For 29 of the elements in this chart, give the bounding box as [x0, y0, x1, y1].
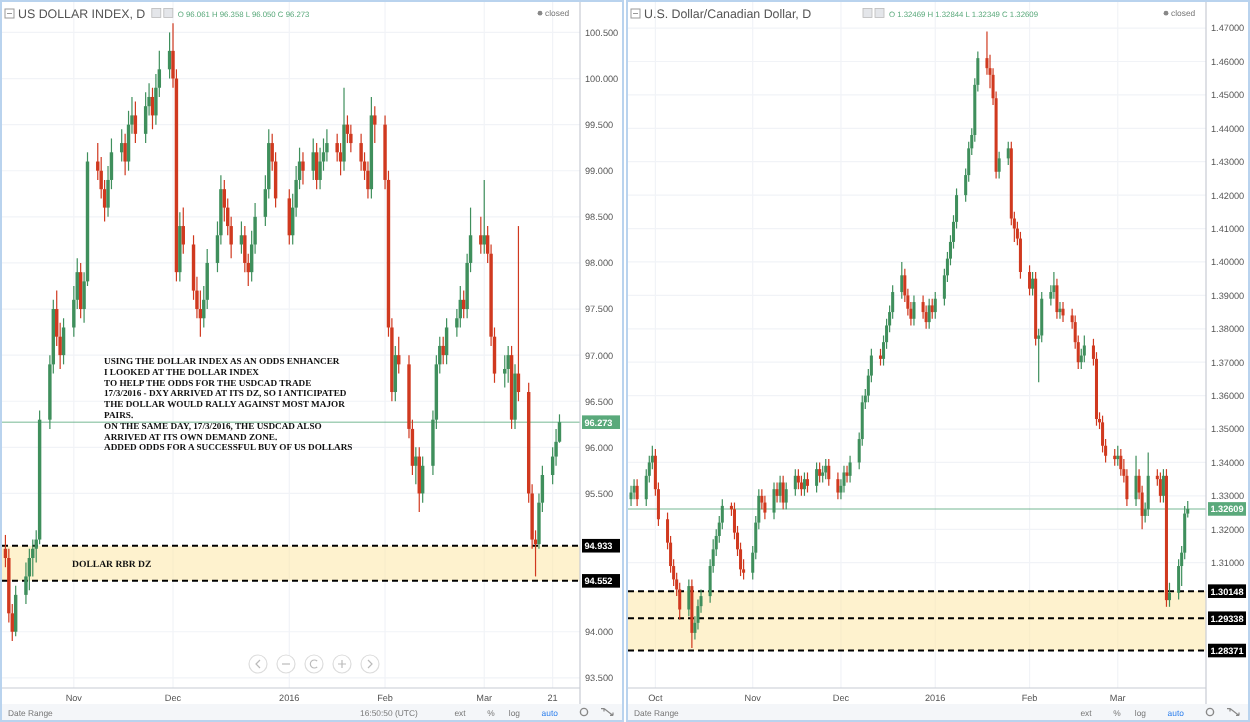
candlestick [311, 137, 315, 181]
candlestick [325, 128, 329, 163]
candlestick [805, 471, 810, 494]
candlestick [133, 100, 138, 144]
candlestick [178, 211, 182, 282]
candlestick [366, 160, 370, 199]
candlestick [1061, 301, 1065, 323]
candlestick [373, 105, 377, 144]
candlestick [123, 133, 127, 176]
candlestick [513, 363, 517, 430]
candlestick [503, 354, 507, 389]
candlestick [338, 142, 343, 176]
candlestick [1058, 301, 1062, 320]
candlestick [763, 495, 767, 520]
candlestick [845, 465, 849, 484]
candlestick [912, 294, 916, 327]
candlestick [506, 345, 510, 384]
candlestick [441, 336, 445, 365]
candlestick [1006, 141, 1010, 166]
candlestick [301, 151, 305, 186]
candlestick [414, 446, 418, 485]
candlestick [359, 133, 363, 172]
candlestick [827, 458, 831, 487]
candlestick [1167, 582, 1172, 608]
candlestick [342, 87, 346, 172]
candlestick [629, 485, 633, 507]
candlestick [772, 481, 776, 520]
candlestick [793, 468, 797, 497]
candlestick [479, 216, 483, 255]
